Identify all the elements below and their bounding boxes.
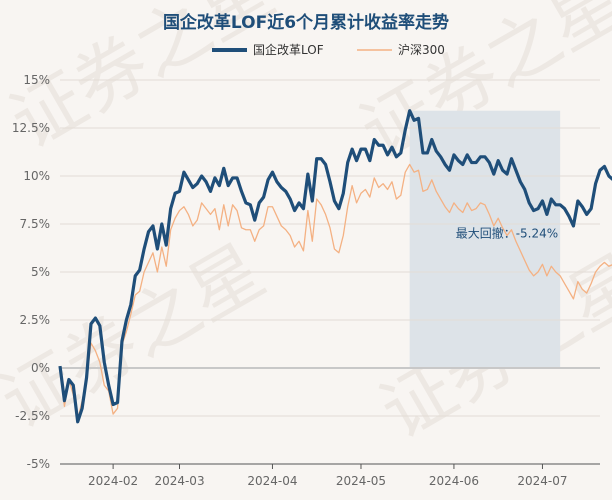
x-axis-ticks: 2024-02 2024-03 2024-04 2024-05 2024-06 2024-… <box>88 464 568 488</box>
y-tick-label: 0% <box>31 361 50 375</box>
y-tick-label: -5% <box>27 457 50 471</box>
y-tick-label: 2.5% <box>20 313 51 327</box>
max-drawdown-region <box>409 110 561 368</box>
series-line-fund <box>58 109 612 424</box>
series-line-hs300 <box>59 163 612 421</box>
y-tick-label: 15% <box>23 73 50 87</box>
legend-label-index: 沪深300 <box>398 43 445 57</box>
y-tick-label: 12.5% <box>12 121 50 135</box>
y-axis-ticks: 15% 12.5% 10% 7.5% 5% 2.5% 0% -2.5% -5% <box>12 73 50 471</box>
x-tick-label: 2024-06 <box>429 474 479 488</box>
x-tick-label: 2024-02 <box>88 474 138 488</box>
y-tick-label: 5% <box>31 265 50 279</box>
y-tick-label: -2.5% <box>15 409 50 423</box>
x-tick-label: 2024-07 <box>517 474 567 488</box>
x-tick-label: 2024-04 <box>247 474 297 488</box>
x-tick-label: 2024-05 <box>336 474 386 488</box>
chart-title: 国企改革LOF近6个月累计收益率走势 <box>163 12 449 33</box>
legend: 国企改革LOF 沪深300 <box>212 42 445 57</box>
legend-label-fund: 国企改革LOF <box>253 42 324 57</box>
x-tick-label: 2024-03 <box>154 474 204 488</box>
y-tick-label: 7.5% <box>20 217 51 231</box>
y-tick-label: 10% <box>23 169 50 183</box>
max-drawdown-label: 最大回撤：-5.24% <box>456 226 558 241</box>
